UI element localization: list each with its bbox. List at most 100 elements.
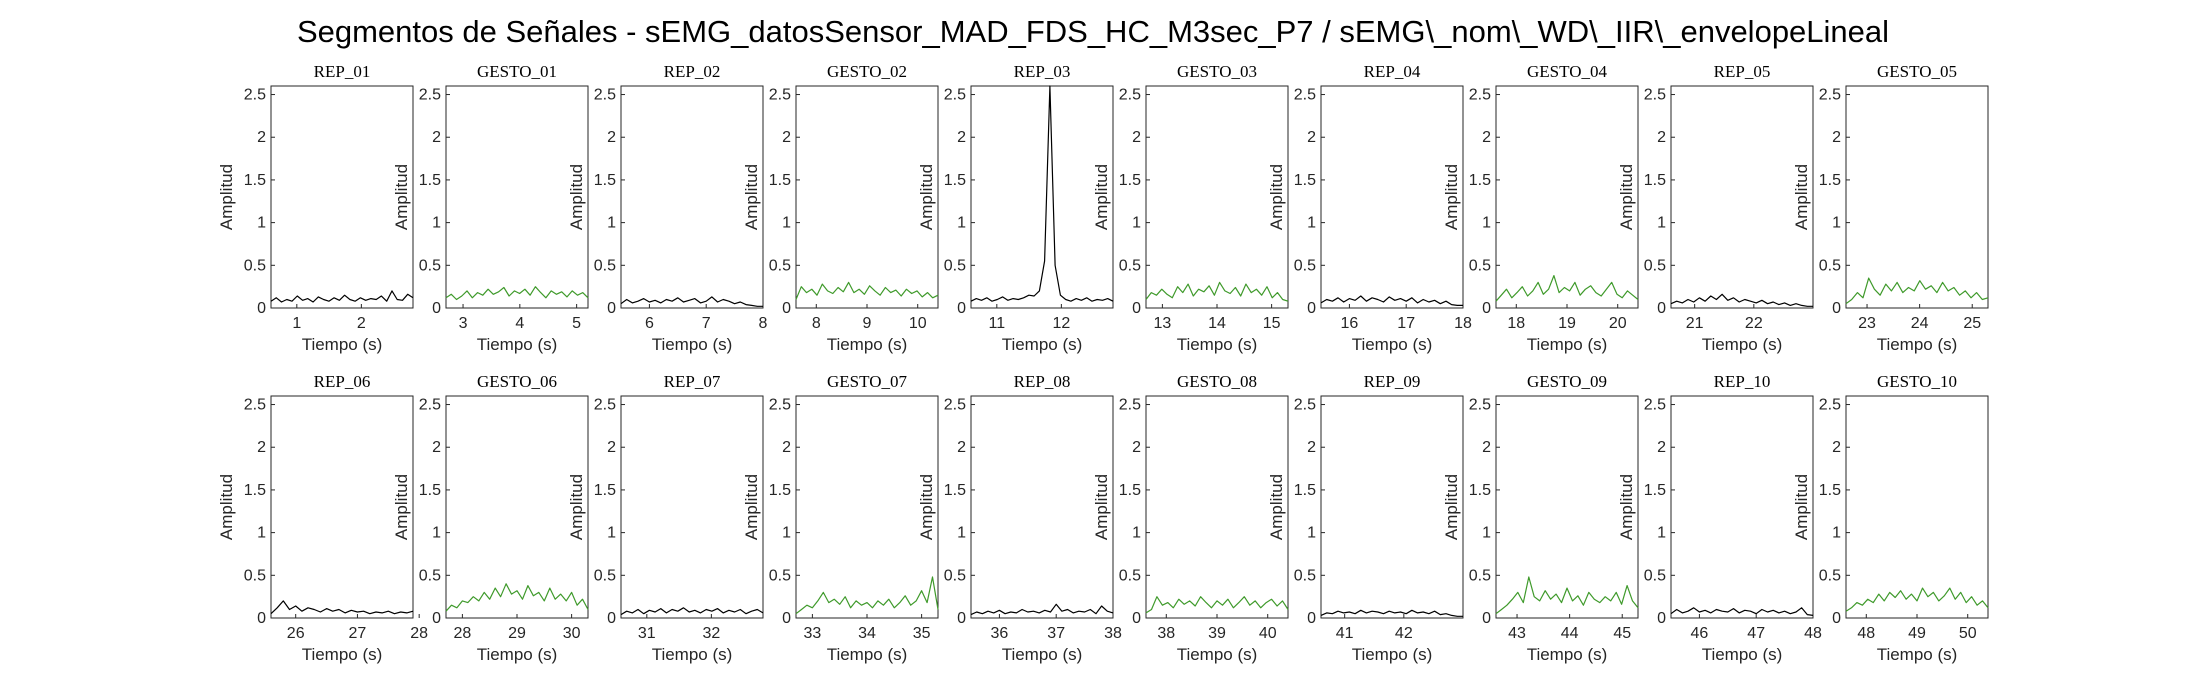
rep-signal-line — [1320, 295, 1463, 306]
y-axis-label: Amplitud — [1267, 474, 1286, 540]
plot-area — [1670, 395, 1814, 619]
y-tick-label: 0 — [1132, 610, 1141, 627]
y-tick-label: 0.5 — [1644, 257, 1666, 274]
rep-signal-line — [1670, 293, 1813, 307]
y-tick-label: 1 — [432, 525, 441, 542]
y-tick-label: 0.5 — [594, 567, 616, 584]
x-tick-label: 5 — [572, 315, 581, 332]
y-tick-label: 1.5 — [594, 482, 616, 499]
y-axis-label: Amplitud — [917, 474, 936, 540]
x-tick-label: 50 — [1959, 625, 1977, 642]
y-tick-label: 1 — [1132, 525, 1141, 542]
x-tick-label: 43 — [1508, 625, 1526, 642]
y-tick-label: 0 — [1307, 610, 1316, 627]
subplot-title: GESTO_08 — [1177, 372, 1257, 391]
x-axis-label: Tiempo (s) — [1527, 335, 1608, 354]
y-tick-label: 2.5 — [1119, 397, 1141, 414]
y-tick-label: 0.5 — [1294, 257, 1316, 274]
gesture-signal-line — [795, 576, 939, 615]
x-tick-label: 49 — [1908, 625, 1926, 642]
y-tick-label: 1 — [782, 525, 791, 542]
x-tick-label: 37 — [1047, 625, 1065, 642]
y-tick-label: 2 — [1307, 129, 1316, 146]
gesture-signal-line — [445, 286, 589, 301]
y-tick-label: 2.5 — [944, 397, 966, 414]
plot-area — [1145, 395, 1289, 619]
y-tick-label: 1 — [1307, 215, 1316, 232]
x-tick-label: 29 — [508, 625, 526, 642]
y-tick-label: 0 — [1132, 300, 1141, 317]
y-tick-label: 2 — [1482, 129, 1491, 146]
y-tick-label: 0.5 — [944, 567, 966, 584]
gesture-signal-line — [1845, 277, 1989, 305]
y-axis-label: Amplitud — [567, 164, 586, 230]
y-tick-label: 1.5 — [1469, 482, 1491, 499]
x-tick-label: 38 — [1157, 625, 1175, 642]
subplot-title: REP_08 — [1014, 372, 1071, 391]
y-tick-label: 1 — [1657, 215, 1666, 232]
x-axis-label: Tiempo (s) — [1877, 645, 1958, 664]
y-axis-label: Amplitud — [217, 164, 236, 230]
x-tick-label: 4 — [515, 315, 524, 332]
y-tick-label: 1 — [957, 525, 966, 542]
y-tick-label: 2 — [432, 129, 441, 146]
subplot-title: GESTO_09 — [1527, 372, 1607, 391]
rep-signal-line — [970, 603, 1114, 616]
x-axis-label: Tiempo (s) — [1877, 335, 1958, 354]
y-tick-label: 2 — [782, 129, 791, 146]
y-tick-label: 1.5 — [1469, 172, 1491, 189]
y-tick-label: 1.5 — [1819, 172, 1841, 189]
subplot-title: GESTO_03 — [1177, 62, 1257, 81]
y-tick-label: 0 — [1657, 610, 1666, 627]
y-tick-label: 2.5 — [769, 397, 791, 414]
subplot-title: GESTO_04 — [1527, 62, 1607, 81]
x-tick-label: 46 — [1691, 625, 1709, 642]
x-tick-label: 20 — [1609, 315, 1627, 332]
y-axis-label: Amplitud — [1267, 164, 1286, 230]
x-tick-label: 17 — [1397, 315, 1415, 332]
subplot-title: REP_10 — [1714, 372, 1771, 391]
y-tick-label: 0.5 — [944, 257, 966, 274]
y-tick-label: 1.5 — [1119, 482, 1141, 499]
subplot: REP_09 0 0.5 1 1.5 2 2.5 41 42 Tiempo (s) Amplitud — [1267, 372, 1464, 664]
x-tick-label: 21 — [1686, 315, 1704, 332]
y-axis-label: Amplitud — [1617, 164, 1636, 230]
y-tick-label: 1 — [257, 525, 266, 542]
rep-signal-line — [620, 607, 764, 616]
x-tick-label: 9 — [863, 315, 872, 332]
x-tick-label: 28 — [410, 625, 428, 642]
plot-area — [1145, 85, 1289, 309]
gesture-signal-line — [1495, 576, 1639, 615]
y-tick-label: 1.5 — [944, 172, 966, 189]
x-axis-label: Tiempo (s) — [1702, 335, 1783, 354]
y-tick-label: 1 — [1307, 525, 1316, 542]
y-tick-label: 2 — [1657, 129, 1666, 146]
y-tick-label: 2.5 — [594, 397, 616, 414]
y-tick-label: 1 — [1832, 215, 1841, 232]
x-tick-label: 1 — [292, 315, 301, 332]
x-tick-label: 8 — [812, 315, 821, 332]
y-tick-label: 2 — [782, 439, 791, 456]
y-tick-label: 0.5 — [419, 257, 441, 274]
y-tick-label: 1 — [1132, 215, 1141, 232]
x-axis-label: Tiempo (s) — [1352, 335, 1433, 354]
plot-area — [1495, 85, 1639, 309]
y-tick-label: 2.5 — [1469, 397, 1491, 414]
y-axis-label: Amplitud — [1792, 474, 1811, 540]
subplot: GESTO_06 0 0.5 1 1.5 2 2.5 28 29 30 Tiempo (s) Ampl… — [392, 372, 589, 664]
y-tick-label: 1.5 — [1644, 172, 1666, 189]
y-tick-label: 1.5 — [944, 482, 966, 499]
subplot-title: GESTO_01 — [477, 62, 557, 81]
y-tick-label: 0 — [607, 300, 616, 317]
x-tick-label: 28 — [453, 625, 471, 642]
plot-area — [795, 85, 939, 309]
y-tick-label: 0.5 — [244, 567, 266, 584]
subplot: REP_02 0 0.5 1 1.5 2 2.5 6 7 8 Tiempo (s) Amplitud — [567, 62, 768, 354]
y-axis-label: Amplitud — [392, 474, 411, 540]
y-tick-label: 2.5 — [1469, 87, 1491, 104]
